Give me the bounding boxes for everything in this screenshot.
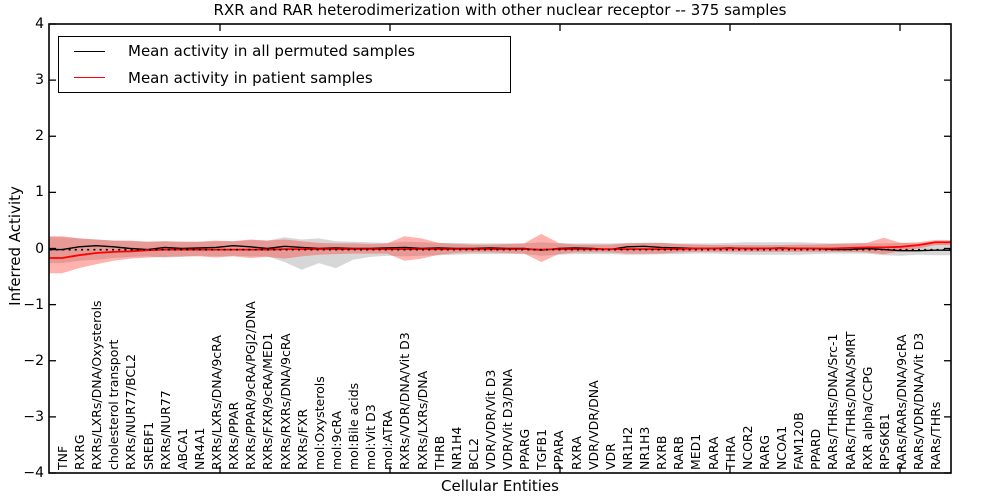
x-tick-label: RXRA (568, 436, 584, 470)
x-tick-label: RXRs/NUR77 (157, 390, 173, 470)
x-tick-label: TGFB1 (534, 428, 550, 470)
x-tick-label: NR1H3 (637, 426, 653, 470)
x-tick-label: RXRG (72, 434, 88, 470)
x-tick-label: NR1H2 (619, 426, 635, 470)
y-tick-label: −3 (23, 408, 44, 425)
x-tick-label: mol:Bile acids (346, 382, 362, 470)
x-tick-label: THRA (722, 436, 738, 470)
x-tick-label: RXRs/PPAR/9cRA/PGJ2/DNA (243, 301, 259, 470)
x-tick-label: RXRs/VDR/DNA/Vit D3 (397, 332, 413, 470)
y-tick-label: 4 (35, 16, 44, 32)
patient-samples-band (49, 233, 951, 274)
x-tick-label: RXRs/LXRs/DNA (414, 370, 430, 470)
permuted-samples-band (49, 237, 951, 270)
x-tick-label: RARs/RARs/DNA/9cRA (893, 334, 909, 470)
x-tick-label: cholesterol transport (106, 339, 122, 470)
x-tick-label: RXR alpha/CCPG (859, 366, 875, 470)
chart-title: RXR and RAR heterodimerization with othe… (213, 1, 787, 19)
y-tick-label: 2 (35, 128, 44, 145)
x-tick-label: mol:9cRA (328, 410, 344, 470)
x-tick-label: PPARG (517, 428, 533, 470)
x-tick-label: mol:ATRA (380, 410, 396, 470)
x-tick-label: PPARA (551, 430, 567, 470)
y-tick-label: 1 (35, 184, 44, 201)
y-tick-label: −4 (23, 465, 44, 481)
legend-item-patient: Mean activity in patient samples (59, 65, 510, 90)
y-tick-label: −2 (23, 352, 44, 369)
x-tick-label: VDR/Vit D3/DNA (500, 368, 516, 470)
x-tick-label: RARs/THRs/DNA/Src-1 (825, 333, 841, 470)
x-tick-label: TNF (55, 445, 70, 470)
x-tick-label: RXRB (654, 435, 670, 470)
x-tick-label: VDR (602, 443, 618, 470)
x-tick-label: RARB (671, 436, 687, 470)
y-tick-label: 0 (35, 240, 44, 257)
x-tick-label: RARs/THRs/DNA/SMRT (842, 331, 858, 470)
patient-mean-line (49, 241, 951, 259)
x-tick-label: FAM120B (791, 412, 807, 470)
x-tick-label: NR1H4 (448, 426, 464, 470)
legend-label: Mean activity in all permuted samples (128, 42, 415, 61)
x-tick-label: THRB (431, 435, 447, 470)
x-tick-label: RARA (705, 436, 721, 470)
y-tick-label: 3 (35, 72, 44, 89)
x-tick-label: mol:Oxysterols (311, 376, 327, 470)
legend-line-red (74, 77, 105, 79)
x-tick-label: VDR/VDR/Vit D3 (483, 369, 498, 470)
x-tick-label: RXRs/LXRs/DNA/9cRA (209, 335, 225, 470)
x-tick-label: PPARD (808, 428, 824, 470)
x-tick-label: RARG (756, 434, 772, 470)
x-tick-label: RXRs/NUR77/BCL2 (123, 354, 139, 470)
x-tick-label: mol:Vit D3 (363, 404, 379, 470)
legend: Mean activity in all permuted samples Me… (58, 36, 511, 93)
x-tick-label: RXRs/FXR (294, 408, 310, 470)
legend-label: Mean activity in patient samples (128, 68, 373, 87)
legend-line-black (74, 50, 105, 52)
x-tick-label: MED1 (688, 433, 704, 470)
x-tick-label: RARs/THRs (928, 401, 944, 470)
x-tick-label: RXRs/LXRs/DNA/Oxysterols (89, 300, 105, 470)
x-tick-label: RARs/VDR/DNA/Vit D3 (911, 332, 926, 470)
x-tick-label: NCOR2 (739, 425, 755, 470)
x-tick-label: RPS6KB1 (876, 413, 892, 470)
x-tick-label: RXRs/FXR/9cRA/MED1 (260, 332, 276, 470)
x-tick-label: RXRs/PPAR (226, 401, 242, 470)
x-tick-label: VDR/VDR/DNA (585, 380, 601, 470)
x-tick-label: NR4A1 (191, 427, 207, 471)
x-tick-label: BCL2 (465, 437, 481, 470)
x-tick-label: NCOA1 (774, 425, 790, 470)
legend-item-permuted: Mean activity in all permuted samples (59, 39, 510, 64)
x-axis-label: Cellular Entities (441, 477, 559, 495)
x-tick-label: SREBF1 (140, 421, 156, 470)
x-tick-label: ABCA1 (174, 427, 190, 470)
y-tick-label: −1 (23, 296, 44, 313)
x-tick-label: RXRs/RXRs/DNA/9cRA (277, 333, 293, 470)
